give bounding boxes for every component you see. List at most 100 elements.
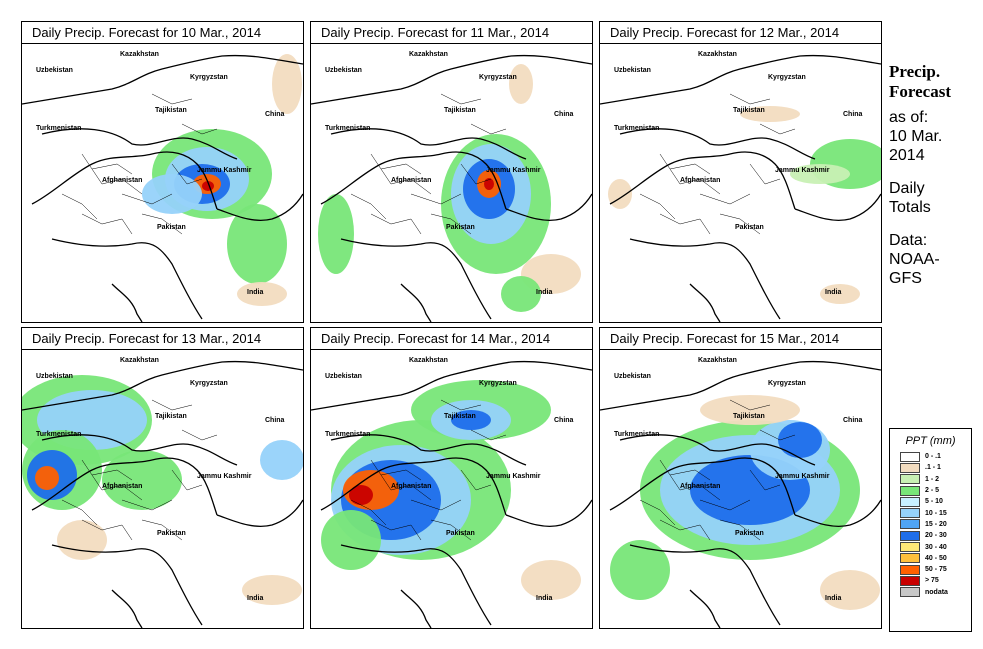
province-line xyxy=(141,213,183,235)
province-line xyxy=(639,499,676,526)
map-label-kazakhstan: Kazakhstan xyxy=(698,51,737,58)
province-line xyxy=(759,429,796,441)
province-line xyxy=(669,163,711,175)
map-label-jammu-kashmir: Jammu Kashmir xyxy=(775,473,830,480)
legend-item: 5 - 10 xyxy=(900,496,971,507)
province-line xyxy=(719,519,761,541)
border-line xyxy=(619,128,816,160)
map-label-kazakhstan: Kazakhstan xyxy=(120,357,159,364)
map-label-pakistan: Pakistan xyxy=(735,224,764,231)
province-line xyxy=(729,93,771,105)
province-line xyxy=(370,153,432,195)
precip-area xyxy=(790,164,850,184)
province-line xyxy=(719,213,761,235)
map-panel-2: Daily Precip. Forecast for 11 Mar., 2014… xyxy=(310,21,593,323)
precip-area xyxy=(608,179,632,209)
map-panel-3: Daily Precip. Forecast for 12 Mar., 2014… xyxy=(599,21,882,323)
country-borders xyxy=(600,360,881,628)
border-line xyxy=(609,151,796,210)
province-line xyxy=(121,193,173,205)
border-line xyxy=(311,360,592,411)
map-panel-4: Daily Precip. Forecast for 13 Mar., 2014… xyxy=(21,327,304,629)
map-label-afghanistan: Afghanistan xyxy=(680,177,720,184)
map-label-pakistan: Pakistan xyxy=(446,530,475,537)
border-line xyxy=(400,589,432,628)
legend-label: > 75 xyxy=(925,577,939,585)
border-line xyxy=(31,151,218,210)
map-svg: Uzbekistan Kazakhstan Kyrgyzstan Tajikistan… xyxy=(22,51,303,322)
map-label-tajikistan: Tajikistan xyxy=(733,413,765,420)
legend-swatch xyxy=(900,575,920,586)
border-line xyxy=(629,544,781,626)
map-label-tajikistan: Tajikistan xyxy=(155,413,187,420)
map-label-kazakhstan: Kazakhstan xyxy=(409,357,448,364)
precip-area xyxy=(820,284,860,304)
legend-swatch xyxy=(900,508,920,519)
precip-area xyxy=(521,560,581,600)
precip-area xyxy=(484,178,494,190)
map-label-kazakhstan: Kazakhstan xyxy=(120,51,159,58)
legend-swatch xyxy=(900,496,920,507)
legend-label: 15 - 20 xyxy=(925,520,947,528)
border-line xyxy=(794,193,881,221)
forecast-map: Uzbekistan Kazakhstan Kyrgyzstan Tajikistan… xyxy=(311,44,592,322)
border-line xyxy=(311,54,592,105)
province-line xyxy=(121,499,173,511)
legend-swatch xyxy=(900,530,920,541)
province-line xyxy=(699,499,751,511)
precip-shading xyxy=(318,64,581,312)
map-label-china: China xyxy=(843,417,863,424)
province-line xyxy=(659,213,711,235)
map-label-kyrgyzstan: Kyrgyzstan xyxy=(479,380,517,387)
country-borders xyxy=(22,54,303,322)
province-line xyxy=(749,163,781,185)
province-line xyxy=(639,193,676,220)
precip-area xyxy=(227,204,287,284)
map-svg: Uzbekistan Kazakhstan Kyrgyzstan Tajikistan… xyxy=(22,357,303,628)
map-label-uzbekistan: Uzbekistan xyxy=(36,373,73,380)
map-label-china: China xyxy=(554,417,574,424)
border-line xyxy=(629,238,781,320)
forecast-map: Uzbekistan Kazakhstan Kyrgyzstan Tajikistan… xyxy=(600,44,881,322)
legend-swatch xyxy=(900,462,920,473)
province-line xyxy=(440,399,482,411)
legend-label: nodata xyxy=(925,588,948,596)
title-line-1: Precip. xyxy=(889,62,941,81)
province-line xyxy=(141,519,183,541)
panel-title: Daily Precip. Forecast for 12 Mar., 2014 xyxy=(600,22,881,44)
legend-swatch xyxy=(900,451,920,462)
province-line xyxy=(181,429,218,441)
map-label-tajikistan: Tajikistan xyxy=(444,413,476,420)
province-line xyxy=(659,519,711,541)
border-line xyxy=(22,360,303,411)
legend-swatch xyxy=(900,553,920,564)
province-line xyxy=(659,153,721,195)
map-label-turkmenistan: Turkmenistan xyxy=(325,431,370,438)
country-borders xyxy=(311,54,592,322)
legend-item: > 75 xyxy=(900,575,971,586)
map-label-jammu-kashmir: Jammu Kashmir xyxy=(486,167,541,174)
panel-title: Daily Precip. Forecast for 14 Mar., 2014 xyxy=(311,328,592,350)
map-label-turkmenistan: Turkmenistan xyxy=(36,431,81,438)
precip-area xyxy=(202,181,214,191)
legend-item: 10 - 15 xyxy=(900,507,971,519)
data-line-2: NOAA- xyxy=(889,251,940,268)
legend-swatch xyxy=(900,564,920,575)
border-line xyxy=(330,128,527,160)
province-line xyxy=(749,469,781,491)
panel-title: Daily Precip. Forecast for 13 Mar., 2014 xyxy=(22,328,303,350)
province-line xyxy=(61,499,98,526)
border-line xyxy=(609,457,796,516)
border-line xyxy=(340,544,492,626)
panel-title: Daily Precip. Forecast for 10 Mar., 2014 xyxy=(22,22,303,44)
precip-area xyxy=(610,540,670,600)
map-label-india: India xyxy=(536,595,552,602)
province-line xyxy=(410,193,462,205)
map-label-kazakhstan: Kazakhstan xyxy=(698,357,737,364)
province-line xyxy=(81,213,133,235)
map-label-turkmenistan: Turkmenistan xyxy=(36,125,81,132)
precip-area xyxy=(57,520,107,560)
panel-title: Daily Precip. Forecast for 11 Mar., 2014 xyxy=(311,22,592,44)
border-line xyxy=(400,283,432,322)
border-line xyxy=(41,434,238,466)
